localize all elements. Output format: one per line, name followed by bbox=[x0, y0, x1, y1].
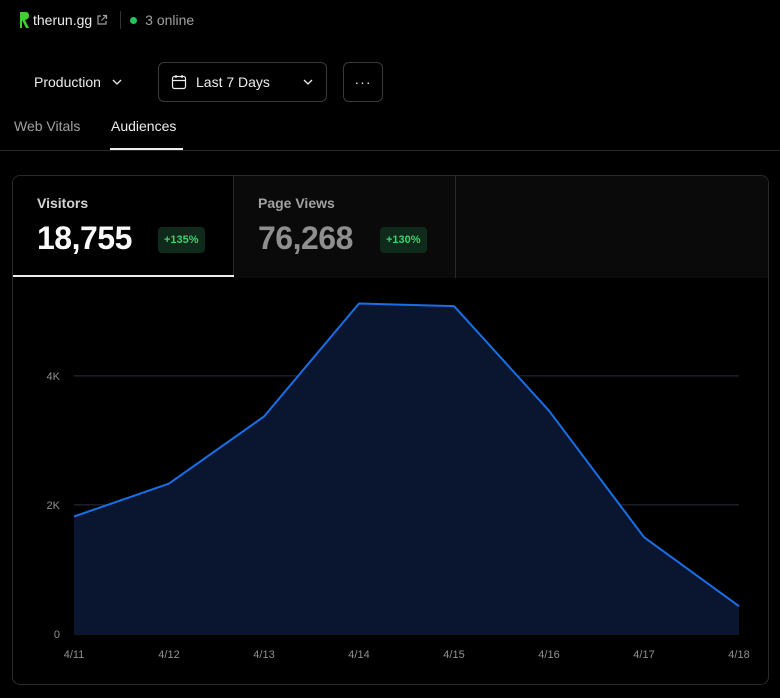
environment-label: Production bbox=[34, 74, 101, 90]
tab-bar: Web Vitals Audiences bbox=[0, 110, 780, 151]
change-badge: +130% bbox=[380, 227, 427, 253]
x-tick-label: 4/15 bbox=[443, 649, 464, 661]
data-point[interactable] bbox=[640, 533, 648, 541]
metric-value: 18,755 bbox=[37, 220, 132, 256]
active-tab-indicator bbox=[110, 148, 183, 150]
data-point[interactable] bbox=[355, 300, 363, 308]
data-point[interactable] bbox=[70, 513, 78, 521]
y-tick-label: 2K bbox=[47, 500, 61, 512]
divider bbox=[120, 11, 122, 29]
x-tick-label: 4/16 bbox=[538, 649, 559, 661]
analytics-card: Visitors 18,755 +135% Page Views 76,268 … bbox=[12, 175, 769, 685]
ellipsis-icon: ··· bbox=[354, 74, 372, 90]
x-tick-label: 4/14 bbox=[348, 649, 369, 661]
therun-logo-icon bbox=[20, 12, 29, 28]
online-count: 3 online bbox=[145, 12, 195, 28]
metric-value: 76,268 bbox=[258, 220, 353, 256]
tab-web-vitals[interactable]: Web Vitals bbox=[14, 118, 81, 134]
metric-label: Visitors bbox=[37, 195, 89, 211]
change-badge: +135% bbox=[158, 227, 205, 253]
x-tick-label: 4/13 bbox=[253, 649, 274, 661]
online-status-dot bbox=[130, 16, 138, 24]
visitors-area-chart: 0 2K 4K 4/11 4/12 4/13 4/14 4/15 4/16 4/17 4/18 bbox=[47, 300, 750, 661]
metric-empty bbox=[456, 176, 768, 278]
data-point[interactable] bbox=[735, 602, 743, 610]
external-link-icon[interactable] bbox=[96, 14, 108, 26]
x-tick-label: 4/17 bbox=[633, 649, 654, 661]
chevron-down-icon bbox=[303, 79, 313, 85]
series-line bbox=[73, 302, 740, 608]
metric-page-views[interactable]: Page Views 76,268 +130% bbox=[234, 176, 456, 278]
metric-tabs: Visitors 18,755 +135% Page Views 76,268 … bbox=[13, 176, 768, 278]
data-point[interactable] bbox=[165, 480, 173, 488]
x-tick-label: 4/18 bbox=[728, 649, 749, 661]
date-range-label: Last 7 Days bbox=[196, 74, 270, 90]
data-point[interactable] bbox=[450, 302, 458, 310]
more-options-button[interactable]: ··· bbox=[343, 62, 383, 102]
y-tick-label: 4K bbox=[47, 371, 61, 383]
series-area bbox=[74, 303, 739, 634]
x-tick-label: 4/12 bbox=[158, 649, 179, 661]
tab-audiences[interactable]: Audiences bbox=[111, 118, 177, 134]
metric-visitors[interactable]: Visitors 18,755 +135% bbox=[13, 176, 234, 278]
date-range-select[interactable]: Last 7 Days bbox=[158, 62, 327, 102]
calendar-icon bbox=[171, 75, 187, 90]
selected-metric-indicator bbox=[13, 275, 234, 277]
environment-select[interactable]: Production bbox=[20, 62, 137, 102]
chevron-down-icon bbox=[112, 79, 122, 85]
top-bar: therun.gg 3 online bbox=[18, 8, 194, 32]
data-point[interactable] bbox=[545, 407, 553, 415]
data-point[interactable] bbox=[260, 412, 268, 420]
site-name-link[interactable]: therun.gg bbox=[33, 12, 93, 28]
x-tick-label: 4/11 bbox=[64, 649, 85, 661]
y-tick-label: 0 bbox=[54, 629, 60, 641]
metric-label: Page Views bbox=[258, 195, 335, 211]
